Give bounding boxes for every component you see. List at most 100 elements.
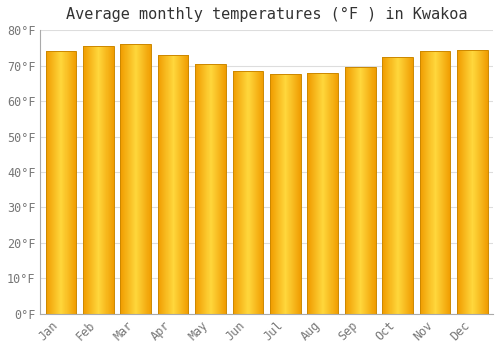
Bar [327, 73, 328, 314]
Bar [312, 73, 313, 314]
Bar [105, 46, 106, 314]
Bar [246, 71, 247, 314]
Bar [204, 64, 205, 314]
Bar [412, 57, 413, 314]
Bar [326, 73, 327, 314]
Bar [130, 44, 131, 314]
Bar [65, 51, 66, 314]
Bar [483, 50, 484, 314]
Bar [411, 57, 412, 314]
Bar [360, 67, 362, 314]
Bar [348, 67, 349, 314]
Bar [300, 75, 301, 314]
Bar [175, 55, 176, 314]
Bar [463, 50, 464, 314]
Bar [124, 44, 125, 314]
Bar [146, 44, 147, 314]
Bar [97, 46, 98, 314]
Bar [170, 55, 171, 314]
Bar [310, 73, 311, 314]
Bar [311, 73, 312, 314]
Bar [217, 64, 218, 314]
Bar [159, 55, 160, 314]
Bar [59, 51, 60, 314]
Bar [195, 64, 196, 314]
Bar [484, 50, 486, 314]
Bar [457, 50, 488, 314]
Bar [323, 73, 324, 314]
Bar [278, 75, 279, 314]
Bar [408, 57, 409, 314]
Bar [420, 51, 450, 314]
Bar [254, 71, 255, 314]
Bar [200, 64, 201, 314]
Bar [235, 71, 236, 314]
Bar [166, 55, 167, 314]
Bar [469, 50, 470, 314]
Bar [110, 46, 111, 314]
Bar [434, 51, 435, 314]
Bar [233, 71, 234, 314]
Bar [224, 64, 225, 314]
Bar [247, 71, 248, 314]
Bar [325, 73, 326, 314]
Bar [432, 51, 433, 314]
Bar [466, 50, 467, 314]
Bar [409, 57, 410, 314]
Bar [371, 67, 372, 314]
Bar [395, 57, 396, 314]
Bar [69, 51, 70, 314]
Bar [47, 51, 48, 314]
Bar [259, 71, 260, 314]
Bar [71, 51, 72, 314]
Bar [243, 71, 244, 314]
Bar [347, 67, 348, 314]
Bar [88, 46, 89, 314]
Bar [287, 75, 288, 314]
Bar [460, 50, 461, 314]
Bar [63, 51, 64, 314]
Bar [480, 50, 481, 314]
Bar [122, 44, 123, 314]
Bar [270, 75, 271, 314]
Title: Average monthly temperatures (°F ) in Kwakoa: Average monthly temperatures (°F ) in Kw… [66, 7, 468, 22]
Bar [222, 64, 223, 314]
Bar [70, 51, 71, 314]
Bar [92, 46, 93, 314]
Bar [321, 73, 322, 314]
Bar [236, 71, 237, 314]
Bar [399, 57, 400, 314]
Bar [177, 55, 178, 314]
Bar [405, 57, 406, 314]
Bar [273, 75, 274, 314]
Bar [56, 51, 57, 314]
Bar [289, 75, 290, 314]
Bar [125, 44, 126, 314]
Bar [372, 67, 373, 314]
Bar [431, 51, 432, 314]
Bar [393, 57, 394, 314]
Bar [283, 75, 284, 314]
Bar [54, 51, 56, 314]
Bar [75, 51, 76, 314]
Bar [239, 71, 240, 314]
Bar [390, 57, 391, 314]
Bar [387, 57, 388, 314]
Bar [308, 73, 338, 314]
Bar [140, 44, 141, 314]
Bar [102, 46, 103, 314]
Bar [132, 44, 133, 314]
Bar [66, 51, 67, 314]
Bar [362, 67, 363, 314]
Bar [99, 46, 100, 314]
Bar [293, 75, 294, 314]
Bar [328, 73, 329, 314]
Bar [392, 57, 393, 314]
Bar [220, 64, 221, 314]
Bar [123, 44, 124, 314]
Bar [358, 67, 359, 314]
Bar [106, 46, 107, 314]
Bar [374, 67, 375, 314]
Bar [172, 55, 173, 314]
Bar [460, 50, 462, 314]
